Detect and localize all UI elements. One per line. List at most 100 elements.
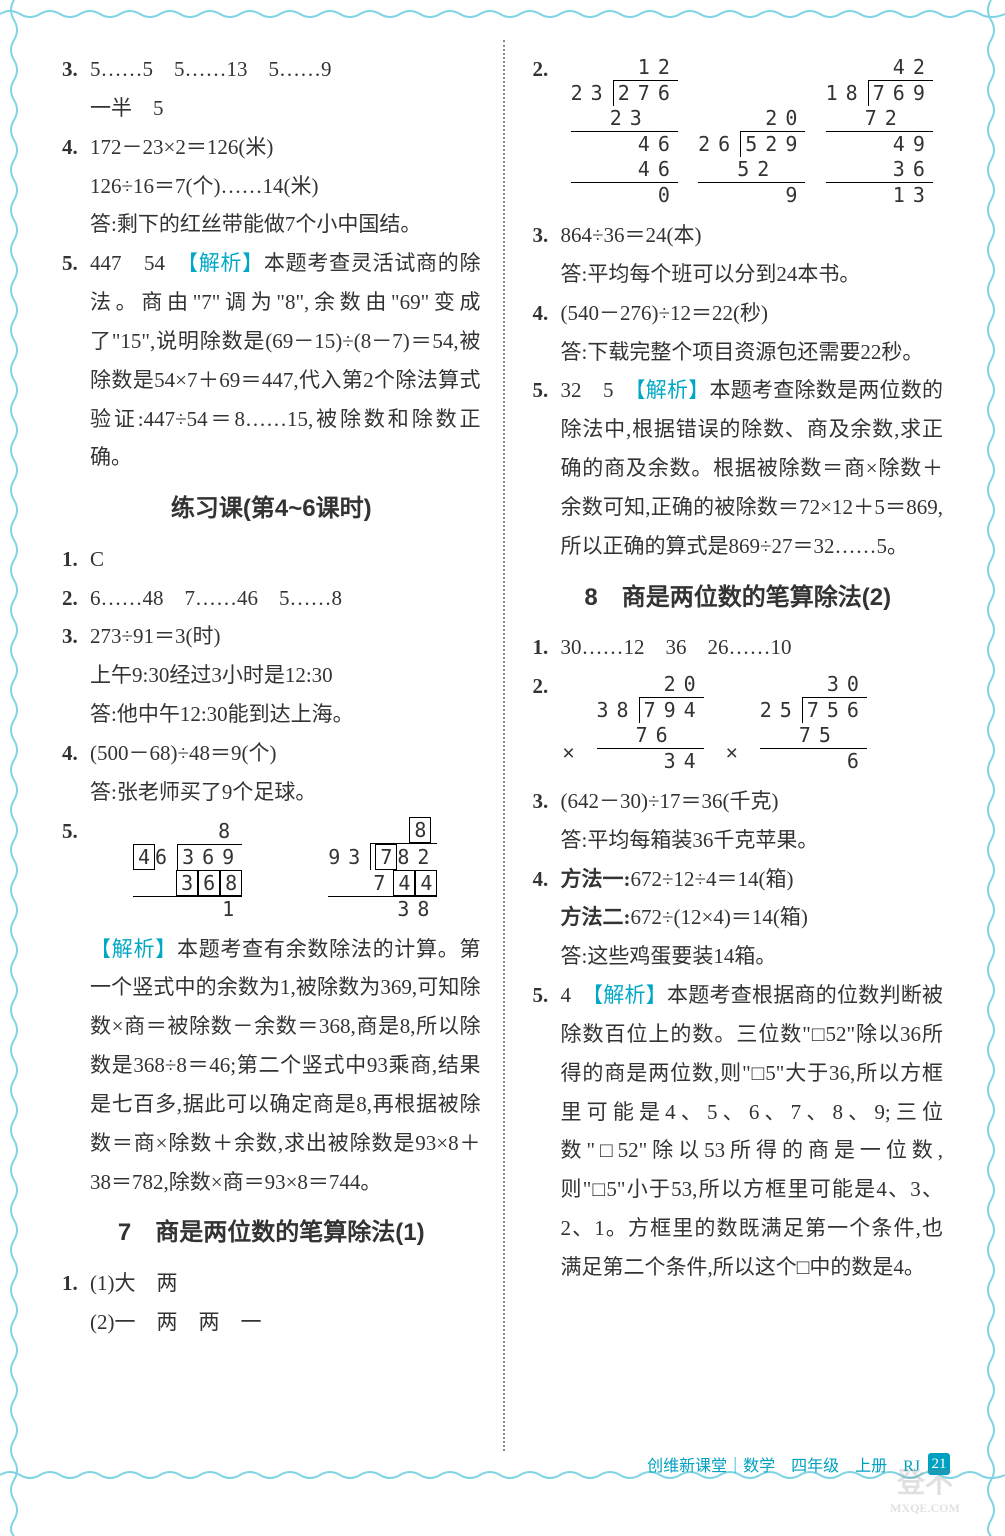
l-a4: 4. (500－68)÷48＝9(个): [62, 734, 481, 773]
l-a3-l2: 上午9:30经过3小时是12:30: [62, 656, 481, 695]
long-division-row: × 20 38794 76 34 × 30 25756 75 6: [561, 672, 944, 774]
l-q4: 4. 172－23×2＝126(米): [62, 128, 481, 167]
item-body: 30……12 36 26……10: [561, 628, 944, 667]
long-division-2: 8 93 782 744 38: [328, 817, 437, 922]
left-column: 3. 5……5 5……13 5……9 一半 5 4. 172－23×2＝126(…: [40, 40, 503, 1451]
item-number: 3.: [533, 782, 561, 821]
item-number: 4.: [62, 734, 90, 773]
long-division-3: 42 18769 72 49 36 13: [826, 55, 933, 208]
remainder: 34: [597, 748, 704, 774]
hint-label: 【解析】: [90, 937, 177, 961]
l-b1: 1. (1)大 两: [62, 1264, 481, 1303]
item-body: (500－68)÷48＝9(个): [90, 734, 481, 773]
hint-label: 【解析】: [187, 251, 263, 275]
answer-values: 4: [561, 983, 593, 1007]
r-c3-l2: 答:平均每箱装36千克苹果。: [533, 821, 944, 860]
item-number: 5.: [533, 371, 561, 565]
quotient: 8: [328, 817, 437, 843]
item-number: 4.: [533, 294, 561, 333]
item-body: 12 23276 23 46 46 0 20 26529 52 9: [561, 50, 944, 216]
border-left: [8, 0, 20, 1536]
l-a3-l3: 答:他中午12:30能到达上海。: [62, 695, 481, 734]
item-number: 4.: [533, 860, 561, 899]
quotient: 8: [133, 819, 242, 844]
item-body: 8 46 369 368 1 8 93 782: [90, 812, 481, 1202]
long-division-1: 12 23276 23 46 46 0: [571, 55, 678, 208]
item-body: × 20 38794 76 34 × 30 25756 75 6: [561, 667, 944, 782]
item-body: 方法一:672÷12÷4＝14(箱): [561, 860, 944, 899]
step: 76: [597, 723, 704, 748]
long-division-row: 8 46 369 368 1 8 93 782: [90, 817, 481, 922]
r-q4: 4. (540－276)÷12＝22(秒): [533, 294, 944, 333]
item-number: 2.: [533, 667, 561, 782]
long-division-1: 8 46 369 368 1: [133, 819, 242, 922]
quotient: 20: [698, 106, 805, 131]
step: 49: [826, 131, 933, 157]
explanation-text: 本题考查除数是两位数的除法中,根据错误的除数、商及余数,求正确的商及余数。根据被…: [561, 378, 944, 557]
r-c3: 3. (642－30)÷17＝36(千克): [533, 782, 944, 821]
step: 52: [698, 157, 805, 182]
divisor: 38: [597, 698, 637, 723]
remainder: 0: [571, 182, 678, 208]
quotient: 12: [571, 55, 678, 80]
l-q3: 3. 5……5 5……13 5……9: [62, 50, 481, 89]
r-q3-l2: 答:平均每个班可以分到24本书。: [533, 255, 944, 294]
l-b1-l2: (2)一 两 两 一: [62, 1303, 481, 1342]
r-c1: 1. 30……12 36 26……10: [533, 628, 944, 667]
right-column: 2. 12 23276 23 46 46 0 20 26529 52: [503, 40, 966, 1451]
item-body: (1)大 两: [90, 1264, 481, 1303]
method-label: 方法二:: [561, 905, 631, 929]
dividend: 794: [639, 697, 704, 723]
divisor: 23: [571, 81, 611, 106]
item-number: 2.: [533, 50, 561, 216]
item-body: 172－23×2＝126(米): [90, 128, 481, 167]
quotient: 42: [826, 55, 933, 80]
item-body: 273÷91＝3(时): [90, 617, 481, 656]
item-body: 4 【解析】本题考查根据商的位数判断被除数百位上的数。三位数"□52"除以36所…: [561, 976, 944, 1287]
divisor: 25: [760, 698, 800, 723]
item-body: 5……5 5……13 5……9: [90, 50, 481, 89]
l-a4-l2: 答:张老师买了9个足球。: [62, 773, 481, 812]
long-division-2: 30 25756 75 6: [760, 672, 867, 774]
item-number: 1.: [62, 1264, 90, 1303]
remainder: 38: [328, 896, 437, 922]
item-number: 3.: [533, 216, 561, 255]
item-number: 5.: [62, 244, 90, 477]
item-number: 3.: [62, 617, 90, 656]
item-number: 3.: [62, 50, 90, 89]
l-a1: 1. C: [62, 540, 481, 579]
dividend: 276: [613, 80, 678, 106]
cross-mark-icon: ×: [561, 735, 577, 774]
item-body: 447 54 【解析】本题考查灵活试商的除法。商由"7"调为"8",余数由"69…: [90, 244, 481, 477]
divisor: 26: [698, 132, 738, 157]
explanation-text: 本题考查有余数除法的计算。第一个竖式中的余数为1,被除数为369,可知除数×商＝…: [90, 937, 481, 1194]
l-q4-l2: 126÷16＝7(个)……14(米): [62, 167, 481, 206]
answer-values: 447 54: [90, 251, 187, 275]
l-q4-l3: 答:剩下的红丝带能做7个小中国结。: [62, 205, 481, 244]
r-c2: 2. × 20 38794 76 34 × 30 25756 75: [533, 667, 944, 782]
answer-values: 32 5: [561, 378, 636, 402]
item-number: 1.: [533, 628, 561, 667]
step: 368: [133, 870, 242, 896]
hint-label: 【解析】: [593, 983, 668, 1007]
dividend: 756: [802, 697, 867, 723]
section-heading-practice: 练习课(第4~6课时): [62, 487, 481, 531]
r-q5: 5. 32 5 【解析】本题考查除数是两位数的除法中,根据错误的除数、商及余数,…: [533, 371, 944, 565]
item-number: 2.: [62, 579, 90, 618]
r-c5: 5. 4 【解析】本题考查根据商的位数判断被除数百位上的数。三位数"□52"除以…: [533, 976, 944, 1287]
step: 46: [571, 157, 678, 182]
long-division-row: 12 23276 23 46 46 0 20 26529 52 9: [561, 55, 944, 208]
l-q3-l2: 一半 5: [62, 89, 481, 128]
item-body: 864÷36＝24(本): [561, 216, 944, 255]
remainder: 1: [133, 896, 242, 922]
watermark-l1: 登不: [897, 1461, 953, 1501]
l-a5: 5. 8 46 369 368 1 8: [62, 812, 481, 1202]
item-body: 32 5 【解析】本题考查除数是两位数的除法中,根据错误的除数、商及余数,求正确…: [561, 371, 944, 565]
l-q5: 5. 447 54 【解析】本题考查灵活试商的除法。商由"7"调为"8",余数由…: [62, 244, 481, 477]
l-a3: 3. 273÷91＝3(时): [62, 617, 481, 656]
item-number: 5.: [62, 812, 90, 1202]
step: 46: [571, 131, 678, 157]
divisor: 18: [826, 81, 866, 106]
dividend: 529: [740, 131, 805, 157]
hint-label: 【解析】: [635, 378, 710, 402]
